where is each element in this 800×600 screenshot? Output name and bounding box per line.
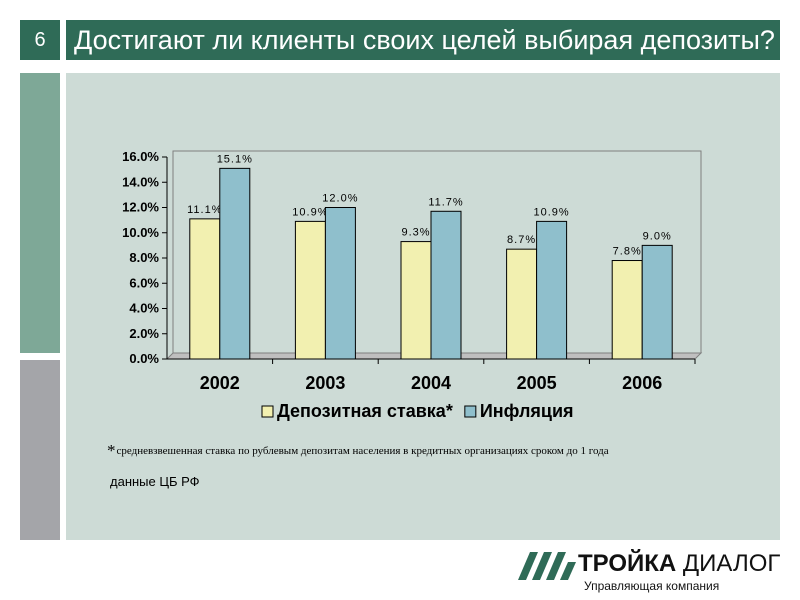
y-tick-label: 16.0% [122, 149, 159, 164]
y-tick-label: 12.0% [122, 200, 159, 215]
y-tick-label: 2.0% [129, 326, 159, 341]
data-label: 7.8% [613, 246, 642, 258]
bar-deposit-rate [506, 248, 538, 360]
logo-subtitle: Управляющая компания [584, 579, 720, 593]
bar-inflation [641, 244, 673, 360]
data-label: 15.1% [217, 153, 253, 165]
x-category-label: 2002 [200, 373, 240, 393]
bar-deposit-rate [611, 260, 643, 360]
y-tick-label: 10.0% [122, 225, 159, 240]
bar-inflation [324, 207, 356, 360]
data-label: 11.7% [428, 196, 463, 208]
x-category-label: 2004 [411, 373, 451, 393]
company-logo: ТРОЙКА ДИАЛОГ Управляющая компания [518, 548, 786, 598]
legend-swatch-inflation [464, 405, 477, 418]
y-tick-label: 14.0% [122, 174, 159, 189]
data-label: 10.9% [533, 206, 569, 218]
data-label: 9.0% [643, 230, 672, 242]
bar-deposit-rate [294, 220, 326, 360]
logo-name-part2: ДИАЛОГ [682, 550, 781, 577]
header-bar: Достигают ли клиенты своих целей выбирая… [66, 20, 780, 60]
bar-chart: 0.0% 2.0% 4.0% 6.0% 8.0% 10.0% 12.0% 14.0% 16.0%… [122, 149, 703, 421]
bar-inflation [430, 210, 462, 360]
legend-label-deposit: Депозитная ставка* [277, 401, 453, 421]
bar-deposit-rate [400, 241, 432, 360]
data-label: 8.7% [507, 234, 536, 246]
y-tick-label: 6.0% [129, 275, 159, 290]
content-area: 0.0% 2.0% 4.0% 6.0% 8.0% 10.0% 12.0% 14.0% 16.0%… [66, 73, 780, 540]
x-category-label: 2006 [622, 373, 662, 393]
logo-mark-icon [518, 552, 576, 580]
page-number: 6 [20, 20, 60, 60]
legend-label-inflation: Инфляция [480, 401, 574, 421]
source-note: данные ЦБ РФ [110, 474, 200, 489]
sidebar-accent-bottom [20, 360, 60, 540]
data-label: 11.1% [187, 204, 222, 216]
x-category-label: 2003 [305, 373, 345, 393]
data-label: 9.3% [401, 227, 430, 239]
footnote-text: средневзвешенная ставка по рублевым депо… [116, 445, 609, 457]
y-tick-label: 8.0% [129, 250, 159, 265]
data-label: 12.0% [322, 193, 358, 205]
slide-title: Достигают ли клиенты своих целей выбирая… [74, 25, 775, 55]
sidebar-accent-top [20, 73, 60, 353]
legend-swatch-deposit [261, 405, 274, 418]
bar-deposit-rate [189, 218, 221, 360]
data-label: 10.9% [292, 206, 328, 218]
footnote-marker: * [107, 441, 116, 460]
footnote: *средневзвешенная ставка по рублевым деп… [107, 441, 609, 461]
bar-inflation [219, 167, 251, 360]
logo-name-part1: ТРОЙКА [578, 550, 677, 577]
x-category-label: 2005 [517, 373, 557, 393]
logo-name: ТРОЙКА ДИАЛОГ [578, 550, 780, 578]
bar-inflation [536, 220, 568, 360]
y-tick-label: 0.0% [129, 351, 159, 366]
y-tick-label: 4.0% [129, 301, 159, 316]
